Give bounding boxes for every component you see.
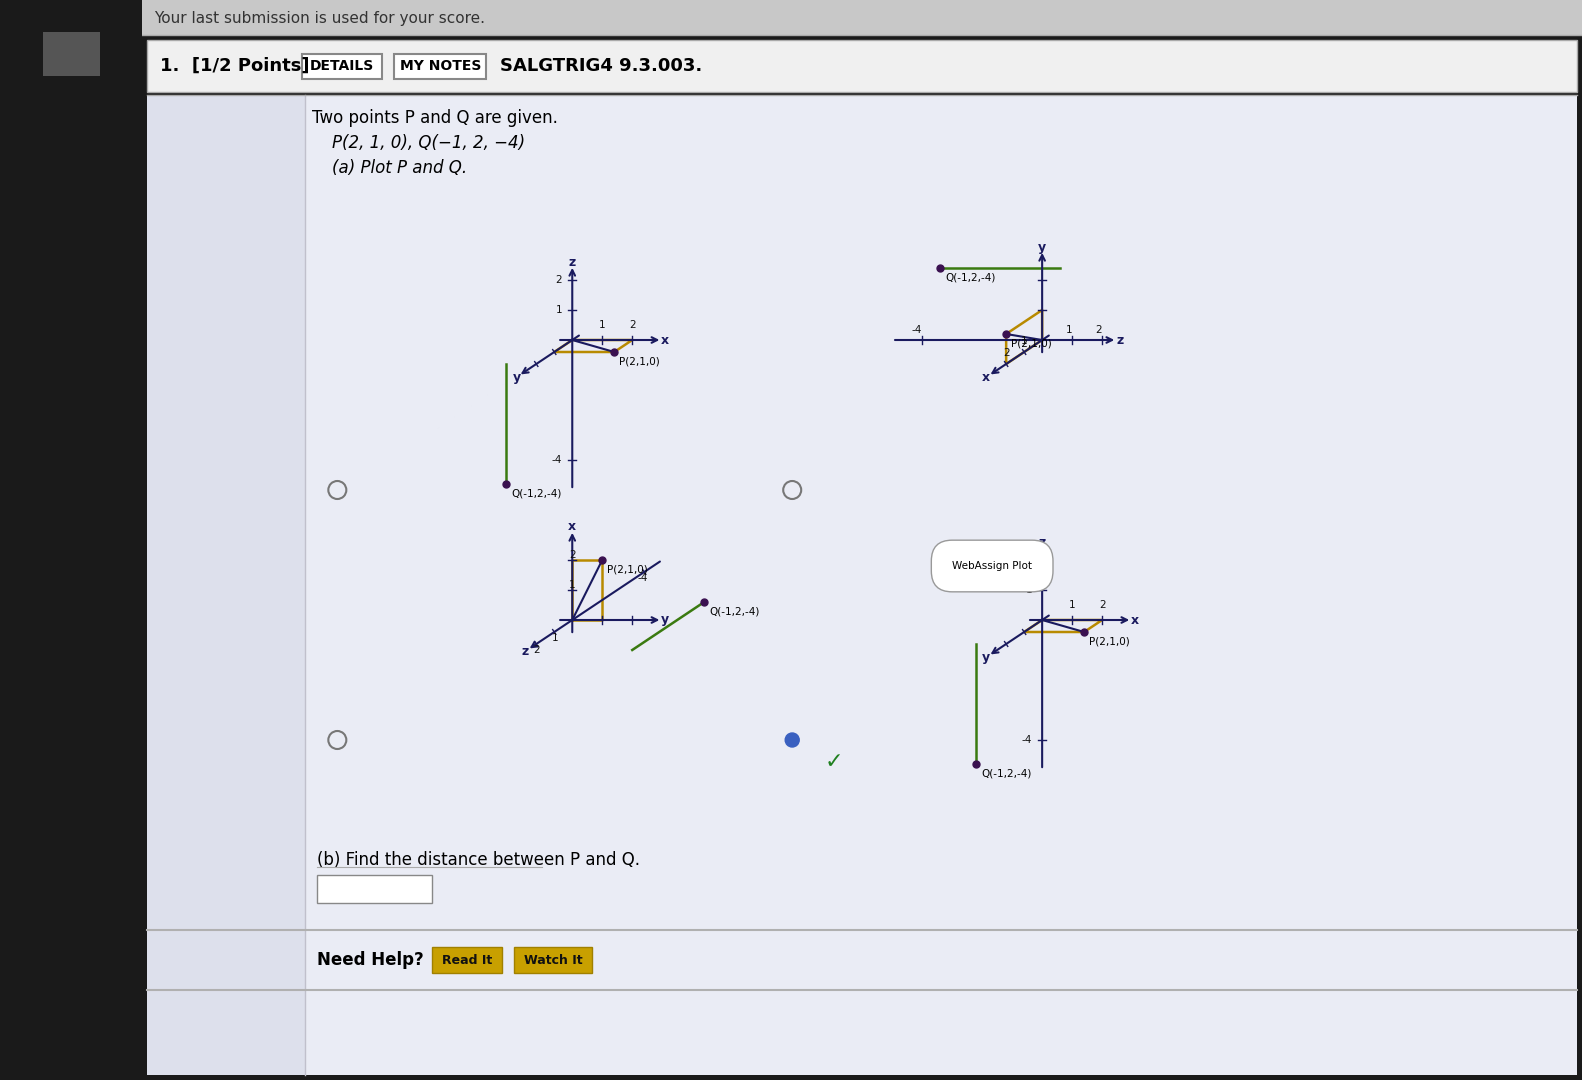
Text: x: x (568, 521, 576, 534)
Text: SALGTRIG4 9.3.003.: SALGTRIG4 9.3.003. (500, 57, 702, 75)
Text: z: z (568, 256, 576, 269)
Text: -4: -4 (638, 573, 649, 583)
FancyBboxPatch shape (394, 54, 486, 79)
Text: 1: 1 (1066, 325, 1073, 335)
Text: Watch It: Watch It (524, 954, 582, 967)
Text: y: y (661, 613, 669, 626)
Text: P(2,1,0): P(2,1,0) (607, 565, 649, 575)
Bar (142, 0, 1582, 35)
Text: P(2,1,0): P(2,1,0) (1088, 637, 1130, 647)
Text: Q(-1,2,-4): Q(-1,2,-4) (511, 489, 562, 499)
Text: 2: 2 (533, 645, 541, 654)
Text: y: y (1038, 241, 1046, 254)
Text: 1: 1 (600, 320, 606, 330)
Circle shape (785, 733, 799, 747)
Bar (147, 95, 305, 1075)
Text: Q(-1,2,-4): Q(-1,2,-4) (981, 769, 1031, 779)
Text: Read It: Read It (443, 954, 492, 967)
Text: z: z (1117, 334, 1123, 347)
Text: 2: 2 (1095, 325, 1103, 335)
Text: y: y (982, 650, 990, 664)
Text: P(2, 1, 0), Q(−1, 2, −4): P(2, 1, 0), Q(−1, 2, −4) (332, 134, 525, 152)
Text: -4: -4 (911, 325, 922, 335)
Text: 1: 1 (552, 633, 558, 643)
Bar (432, 947, 503, 973)
Text: 1: 1 (1025, 585, 1031, 595)
Text: 1: 1 (1069, 600, 1076, 610)
Bar (318, 875, 432, 903)
Bar (514, 947, 592, 973)
Text: P(2,1,0): P(2,1,0) (1011, 339, 1052, 349)
Text: x: x (661, 334, 669, 347)
Text: 1: 1 (570, 580, 576, 590)
Text: MY NOTES: MY NOTES (400, 59, 481, 73)
Text: ✓: ✓ (824, 752, 843, 772)
Text: y: y (513, 370, 520, 383)
Text: DETAILS: DETAILS (310, 59, 375, 73)
Text: 2: 2 (630, 320, 636, 330)
Text: (b) Find the distance between P and Q.: (b) Find the distance between P and Q. (318, 851, 641, 869)
Text: z: z (522, 645, 528, 658)
Text: 2: 2 (1025, 555, 1031, 565)
Text: -4: -4 (552, 455, 562, 465)
Text: -4: -4 (1022, 735, 1031, 745)
Text: Q(-1,2,-4): Q(-1,2,-4) (709, 607, 759, 617)
Text: 1: 1 (1020, 336, 1027, 346)
Text: WebAssign Plot: WebAssign Plot (952, 561, 1031, 571)
Bar (43, 32, 100, 76)
FancyBboxPatch shape (302, 54, 383, 79)
Text: x: x (982, 370, 990, 383)
Text: P(2,1,0): P(2,1,0) (619, 357, 660, 367)
Text: Your last submission is used for your score.: Your last submission is used for your sc… (155, 11, 486, 26)
Text: 2: 2 (1003, 348, 1009, 357)
Text: x: x (1131, 613, 1139, 626)
Text: (a) Plot P and Q.: (a) Plot P and Q. (332, 159, 467, 177)
Text: 2: 2 (1099, 600, 1106, 610)
Bar (147, 40, 1577, 92)
Text: Need Help?: Need Help? (318, 951, 424, 969)
Text: Q(-1,2,-4): Q(-1,2,-4) (944, 273, 995, 283)
Text: z: z (1038, 536, 1046, 549)
Text: 1.  [1/2 Points]: 1. [1/2 Points] (160, 57, 310, 75)
Text: Two points P and Q are given.: Two points P and Q are given. (312, 109, 558, 127)
Text: 2: 2 (570, 550, 576, 561)
Text: 2: 2 (555, 275, 562, 285)
Text: 1: 1 (555, 305, 562, 315)
